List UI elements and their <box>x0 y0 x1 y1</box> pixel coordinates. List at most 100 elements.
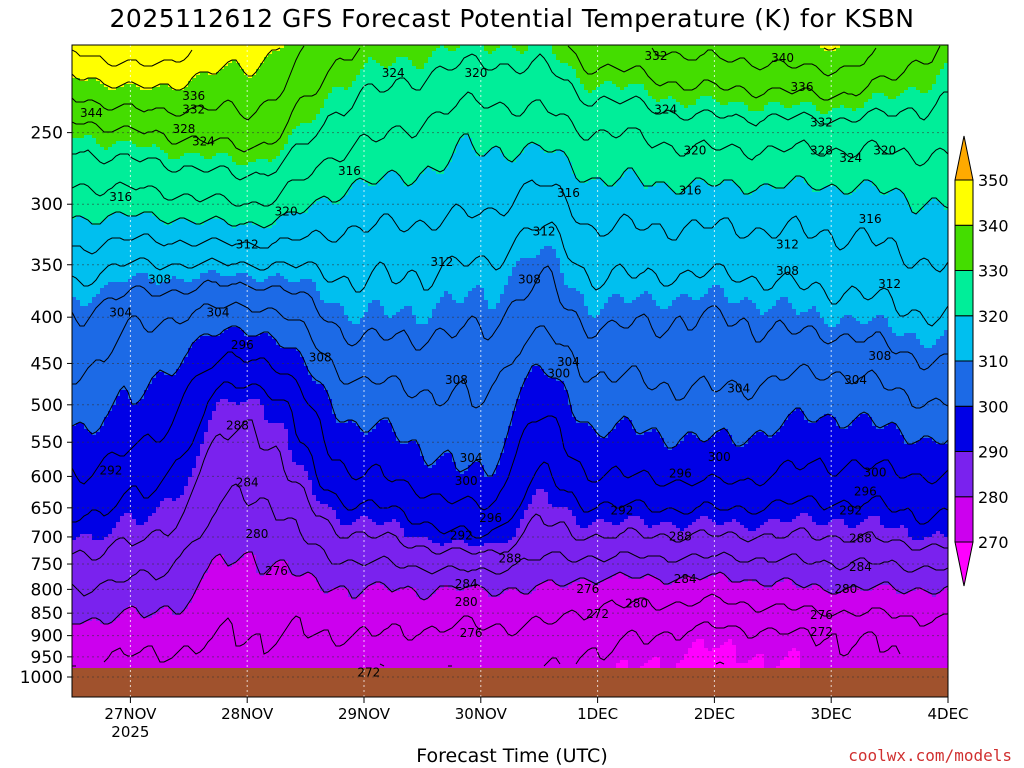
field-cell <box>144 618 149 669</box>
field-cell <box>536 144 541 256</box>
field-cell <box>492 51 497 148</box>
field-cell <box>520 153 525 259</box>
field-cell <box>440 297 445 457</box>
field-cell <box>684 576 689 655</box>
field-cell <box>628 45 633 85</box>
field-cell <box>532 45 537 145</box>
field-cell <box>556 585 561 669</box>
field-cell <box>788 183 793 304</box>
field-cell <box>188 81 193 154</box>
field-cell <box>796 516 801 589</box>
field-cell <box>160 84 165 151</box>
field-cell <box>864 324 869 415</box>
field-cell <box>172 276 177 376</box>
field-cell <box>380 66 385 181</box>
field-cell <box>140 147 145 214</box>
field-cell <box>740 192 745 301</box>
field-cell <box>812 306 817 424</box>
field-cell <box>248 78 253 163</box>
field-cell <box>500 543 505 595</box>
field-cell <box>280 561 285 669</box>
field-cell <box>860 108 865 184</box>
field-cell <box>628 303 633 421</box>
field-cell <box>448 453 453 544</box>
field-cell <box>488 54 493 151</box>
contour-label: 280 <box>455 595 478 609</box>
field-cell <box>332 45 337 88</box>
field-cell <box>320 198 325 301</box>
field-cell <box>324 303 329 391</box>
field-cell <box>672 45 677 100</box>
field-cell <box>140 273 145 400</box>
field-cell <box>92 435 97 541</box>
field-cell <box>164 225 169 283</box>
field-cell <box>596 177 601 316</box>
field-cell <box>772 585 777 669</box>
field-cell <box>624 45 629 88</box>
field-cell <box>700 441 705 517</box>
field-cell <box>552 582 557 669</box>
field-cell <box>244 45 249 76</box>
contour-lines <box>72 45 948 667</box>
contour-label: 284 <box>236 475 259 489</box>
field-cell <box>684 528 689 577</box>
field-cell <box>212 558 217 669</box>
field-cell <box>336 423 341 520</box>
contour-300 <box>72 325 948 477</box>
field-cell <box>200 225 205 274</box>
field-cell <box>936 594 941 669</box>
field-cell <box>248 336 253 400</box>
field-cell <box>888 327 893 424</box>
field-cell <box>400 309 405 445</box>
field-cell <box>240 330 245 403</box>
field-cell <box>532 591 537 669</box>
field-cell <box>360 516 365 595</box>
field-cell <box>328 303 333 400</box>
field-cell <box>208 219 213 271</box>
field-cell <box>452 51 457 154</box>
field-cell <box>868 591 873 669</box>
field-cell <box>928 348 933 439</box>
field-cell <box>944 45 948 64</box>
field-cell <box>860 414 865 523</box>
field-cell <box>608 45 613 82</box>
contour-label: 336 <box>182 89 205 103</box>
field-cell <box>612 186 617 295</box>
colorbar-label: 320 <box>978 307 1009 326</box>
contour-268 <box>715 661 725 665</box>
field-cell <box>668 522 673 586</box>
field-cell <box>588 93 593 181</box>
field-cell <box>552 507 557 583</box>
field-cell <box>796 177 801 316</box>
field-cell <box>272 45 277 52</box>
field-cell <box>160 372 165 502</box>
field-cell <box>336 519 341 589</box>
field-cell <box>440 588 445 669</box>
field-cell <box>264 279 269 334</box>
field-cell <box>112 528 117 622</box>
field-cell <box>340 198 345 307</box>
field-cell <box>128 513 133 607</box>
field-cell <box>696 639 701 669</box>
field-cell <box>612 525 617 577</box>
field-cell <box>632 45 637 85</box>
field-cell <box>520 54 525 154</box>
field-cell <box>856 189 861 322</box>
colorbar-label: 310 <box>978 352 1009 371</box>
field-cell <box>568 405 573 511</box>
field-cell <box>156 87 161 148</box>
x-tick-label: 4DEC <box>927 705 968 723</box>
field-cell <box>728 435 733 523</box>
field-cell <box>524 258 529 379</box>
field-cell <box>544 153 549 247</box>
field-cell <box>644 90 649 190</box>
field-cell <box>100 624 105 669</box>
field-cell <box>360 180 365 319</box>
field-cell <box>76 216 81 301</box>
field-cell <box>652 525 657 577</box>
field-cell <box>204 336 209 433</box>
field-cell <box>356 180 361 325</box>
field-cell <box>540 369 545 490</box>
ground-layer <box>72 668 948 697</box>
contour-label: 340 <box>771 51 794 65</box>
